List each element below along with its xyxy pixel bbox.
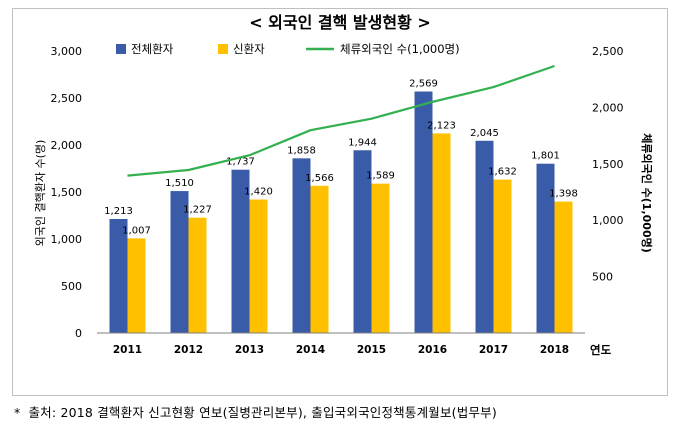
footnote-text: 출처: 2018 결핵환자 신고현황 연보(질병관리본부), 출입국외국인정책통… (28, 405, 497, 420)
y-tick-label: 3,000 (51, 45, 83, 58)
legend-label-total: 전체환자 (131, 42, 174, 56)
bar-new-2012 (188, 217, 207, 333)
y-tick-label: 500 (61, 280, 82, 293)
x-tick-label-2015: 2015 (357, 344, 386, 356)
bar-new-2013 (249, 199, 268, 333)
y2-tick-label: 1,000 (592, 214, 624, 227)
y-tick-label: 2,000 (51, 139, 83, 152)
line-residents (127, 64, 555, 177)
data-label-total-2016: 2,569 (409, 79, 438, 90)
chart-title: < 외국인 결핵 발생현황 > (249, 13, 431, 32)
legend-label-residents: 체류외국인 수(1,000명) (340, 42, 460, 56)
bar-total-2011 (109, 218, 128, 333)
data-label-total-2011: 1,213 (104, 206, 133, 217)
bar-new-2011 (127, 238, 146, 333)
footnote-marker: * (14, 405, 21, 420)
data-label-total-2017: 2,045 (470, 128, 499, 139)
x-axis-title: 연도 (590, 343, 612, 357)
y-tick-label: 1,500 (51, 186, 83, 199)
bar-new-2014 (310, 185, 329, 333)
bar-total-2017 (475, 140, 494, 333)
y2-tick-label: 1,500 (592, 158, 624, 171)
x-tick-label-2011: 2011 (113, 344, 142, 356)
bar-new-2016 (432, 133, 451, 333)
data-label-new-2018: 1,398 (549, 189, 578, 200)
y2-tick-label: 2,500 (592, 45, 624, 58)
x-tick-label-2014: 2014 (296, 344, 325, 356)
bar-total-2014 (292, 158, 311, 333)
y2-axis-title: 체류외국인 수(1,000명) (640, 133, 654, 253)
data-label-new-2017: 1,632 (488, 167, 517, 178)
data-label-total-2012: 1,510 (165, 178, 194, 189)
y2-tick-label: 2,000 (592, 101, 624, 114)
legend-swatch-new (218, 44, 228, 54)
bar-total-2016 (414, 91, 433, 333)
x-tick-label-2012: 2012 (174, 344, 203, 356)
data-label-new-2013: 1,420 (244, 187, 273, 198)
legend-swatch-total (116, 44, 126, 54)
bar-total-2015 (353, 150, 372, 333)
data-label-new-2016: 2,123 (427, 120, 456, 131)
data-label-new-2012: 1,227 (183, 205, 212, 216)
data-label-new-2015: 1,589 (366, 171, 395, 182)
y-tick-label: 2,500 (51, 92, 83, 105)
data-label-total-2018: 1,801 (531, 151, 560, 162)
x-tick-label-2018: 2018 (540, 344, 569, 356)
y-axis-title: 외국인 결핵환자 수(명) (34, 140, 47, 247)
source-note: * 출처: 2018 결핵환자 신고현황 연보(질병관리본부), 출입국외국인정책… (14, 402, 497, 421)
bar-total-2012 (170, 191, 189, 333)
y2-tick-label: 500 (592, 271, 613, 284)
x-tick-label-2017: 2017 (479, 344, 508, 356)
bar-new-2017 (493, 179, 512, 333)
legend: 전체환자 신환자 체류외국인 수(1,000명) (116, 42, 460, 56)
data-label-total-2013: 1,737 (226, 157, 255, 168)
legend-label-new: 신환자 (233, 42, 265, 56)
data-label-new-2014: 1,566 (305, 173, 334, 184)
bar-total-2013 (231, 169, 250, 333)
data-label-total-2015: 1,944 (348, 137, 377, 148)
x-tick-label-2013: 2013 (235, 344, 264, 356)
y-tick-label: 1,000 (51, 233, 83, 246)
data-label-total-2014: 1,858 (287, 145, 316, 156)
chart: < 외국인 결핵 발생현황 > 전체환자 신환자 체류외국인 수(1,000명)… (34, 13, 654, 357)
bar-total-2018 (536, 163, 555, 333)
x-tick-label-2016: 2016 (418, 344, 447, 356)
bar-new-2018 (554, 201, 573, 333)
data-label-new-2011: 1,007 (122, 225, 151, 236)
bar-new-2015 (371, 183, 390, 333)
y-tick-label: 0 (75, 327, 82, 340)
